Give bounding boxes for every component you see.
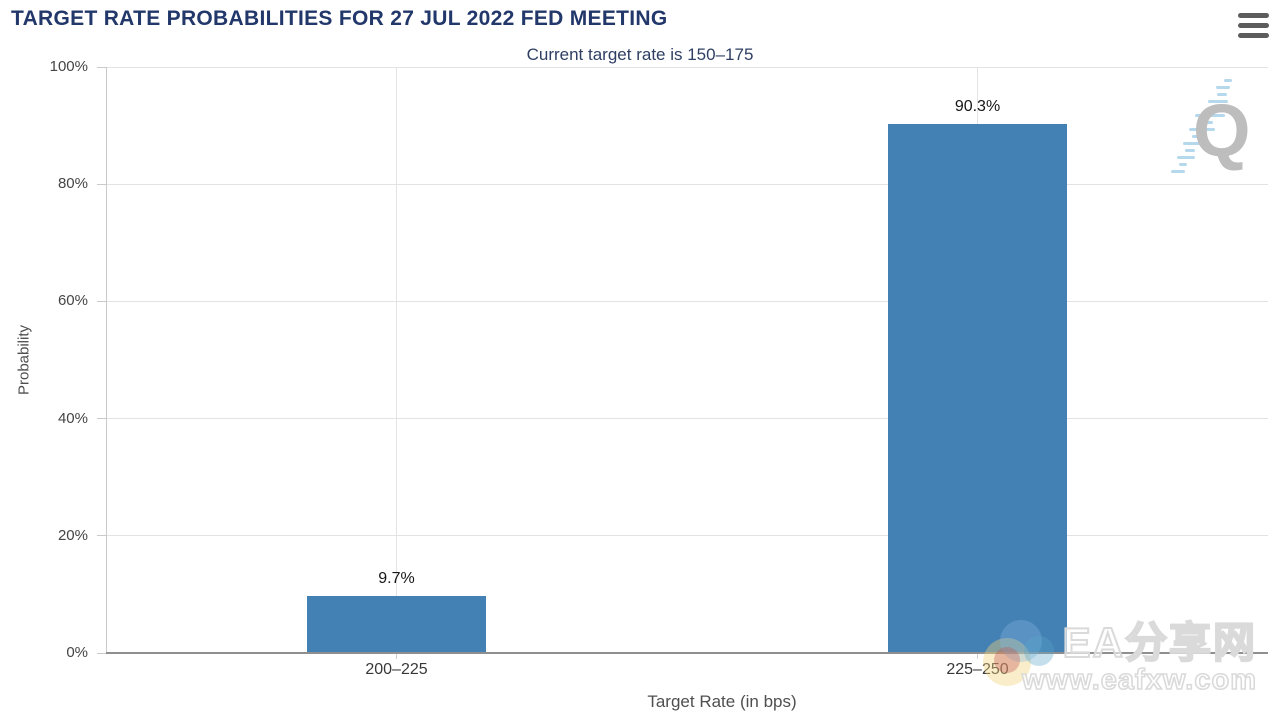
page-title: TARGET RATE PROBABILITIES FOR 27 JUL 202… — [11, 7, 668, 30]
bar-value-label: 90.3% — [954, 97, 1001, 115]
hamburger-bar — [1238, 23, 1269, 28]
y-axis-tick-label: 0% — [66, 644, 88, 661]
gridline-y — [106, 300, 1268, 302]
gridline-y — [106, 535, 1268, 537]
y-axis-tick — [97, 535, 106, 537]
y-axis-tick — [97, 652, 106, 654]
y-axis-tick — [97, 418, 106, 420]
gridline-y — [106, 66, 1268, 68]
chart-subtitle: Current target rate is 150–175 — [526, 45, 754, 64]
y-axis-tick-label: 60% — [57, 292, 88, 310]
x-axis-category-label: 225–250 — [946, 661, 1009, 678]
x-axis-category-label: 200–225 — [365, 661, 428, 678]
y-axis-tick — [97, 183, 106, 185]
y-axis-line — [106, 67, 107, 653]
y-axis-tick-label: 40% — [57, 409, 88, 427]
x-axis-title: Target Rate (in bps) — [647, 692, 797, 711]
y-axis-tick — [97, 300, 106, 302]
y-axis-tick — [97, 66, 106, 68]
hamburger-bar — [1238, 33, 1269, 38]
gridline-y — [106, 183, 1268, 185]
hamburger-menu-icon[interactable] — [1238, 13, 1269, 38]
hamburger-bar — [1238, 13, 1269, 18]
x-axis-tick — [977, 653, 978, 659]
y-axis-tick-label: 100% — [49, 58, 88, 75]
y-axis-tick-label: 80% — [57, 175, 88, 193]
gridline-y — [106, 418, 1268, 420]
bar-225–250[interactable] — [888, 123, 1067, 653]
gridline-x — [396, 67, 397, 653]
bar-value-label: 9.7% — [378, 570, 415, 588]
bar-200–225[interactable] — [307, 596, 486, 653]
x-axis-tick — [396, 653, 397, 659]
x-axis-line — [106, 652, 1268, 654]
y-axis-title: Probability — [15, 324, 33, 396]
y-axis-tick-label: 20% — [57, 526, 88, 544]
